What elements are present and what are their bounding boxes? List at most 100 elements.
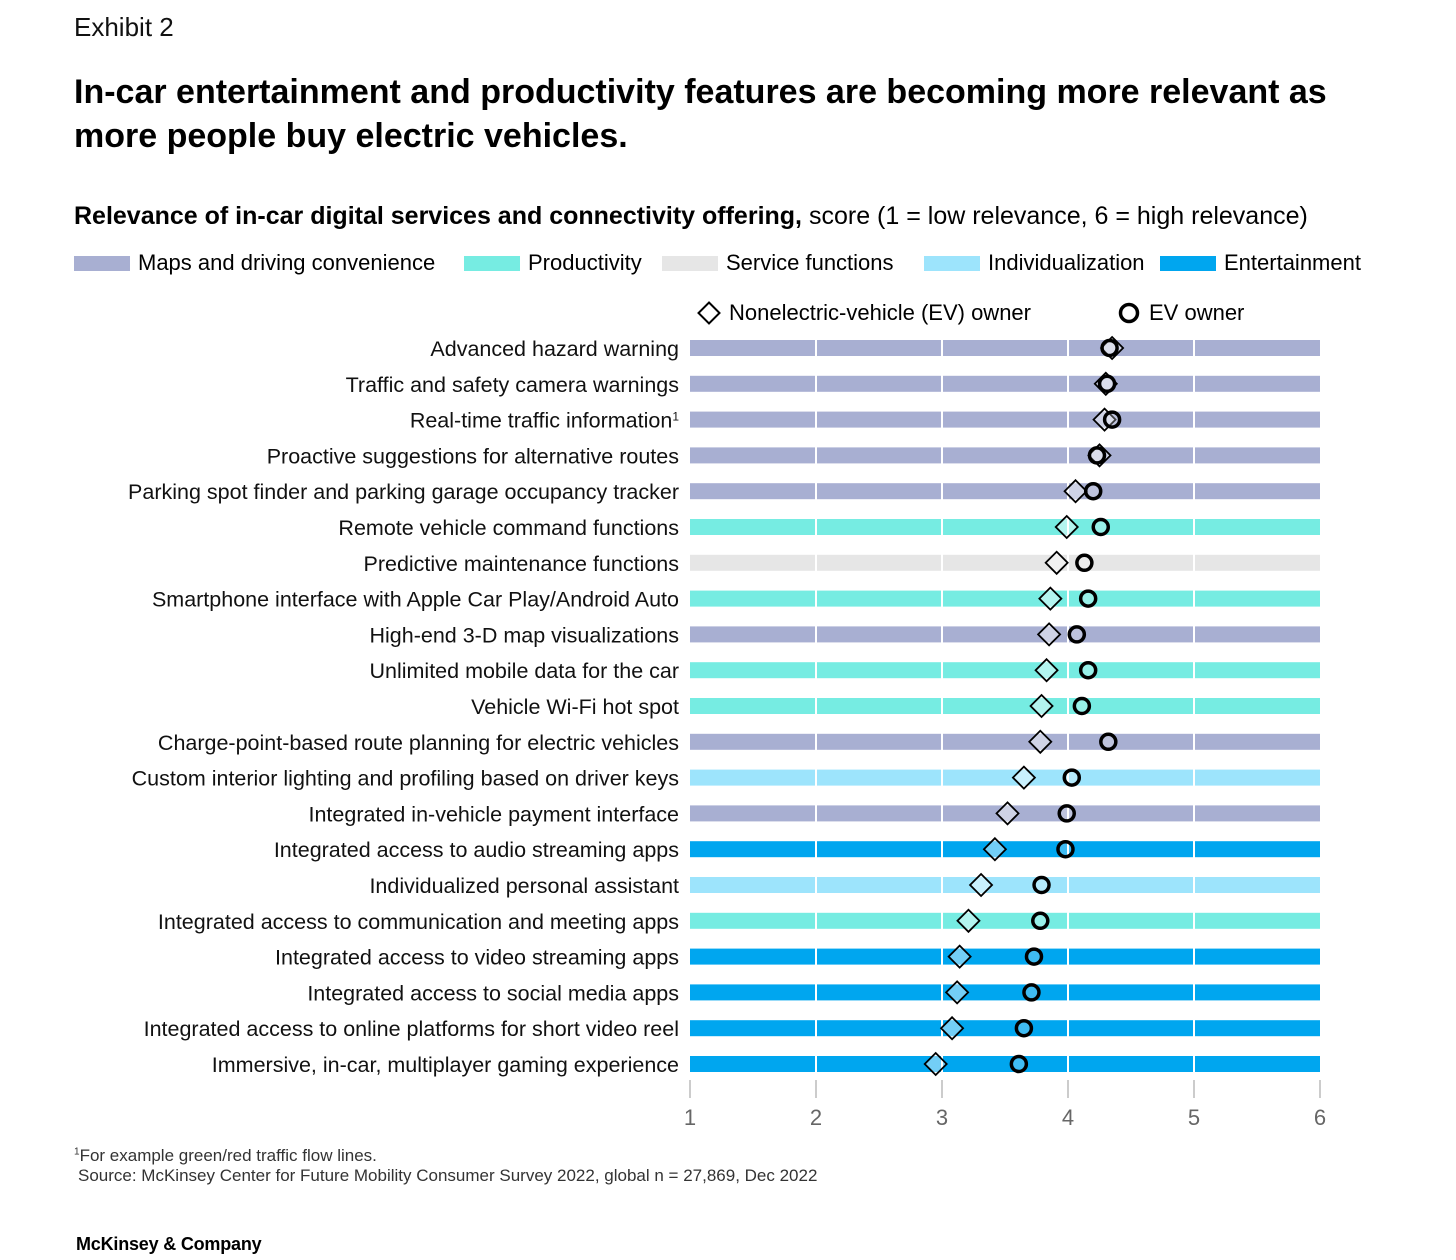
exhibit-label: Exhibit 2 [74, 12, 174, 42]
ev-circle-marker [1022, 983, 1041, 1002]
x-tick-label: 3 [936, 1105, 948, 1130]
legend-swatch-entertainment [1160, 255, 1216, 271]
legend-item-productivity: Productivity [464, 250, 642, 276]
nonev-diamond-marker [1063, 478, 1088, 504]
category-bar [690, 1056, 1320, 1072]
category-bar [690, 447, 1320, 464]
nonev-diamond-marker [968, 872, 994, 898]
subtitle-rest: score (1 = low relevance, 6 = high relev… [802, 202, 1308, 230]
row-label: Real-time traffic information1 [410, 409, 679, 433]
row-label: Individualized personal assistant [369, 874, 679, 898]
ev-circle-marker [1056, 839, 1075, 859]
ev-circle-marker [1091, 517, 1111, 537]
ev-circle-marker [1100, 338, 1119, 358]
nonev-diamond-marker [944, 980, 970, 1005]
ev-circle-marker [1078, 660, 1098, 680]
headline: In-car entertainment and productivity fe… [74, 73, 1327, 155]
row-label: Integrated access to communication and m… [158, 910, 679, 934]
row-label: Advanced hazard warning [430, 337, 679, 361]
x-tick-label: 2 [810, 1105, 822, 1130]
x-tick-label: 5 [1188, 1105, 1200, 1130]
category-bar [690, 769, 1320, 786]
row-label: Custom interior lighting and profiling b… [132, 767, 679, 791]
row-label: High-end 3-D map visualizations [369, 623, 679, 647]
category-bar [690, 590, 1320, 607]
nonev-diamond-marker [1038, 586, 1063, 611]
ev-circle-marker [1087, 446, 1107, 465]
category-bar [690, 948, 1320, 965]
source-note: Source: McKinsey Center for Future Mobil… [78, 1166, 818, 1185]
legend-swatch-productivity [464, 255, 520, 271]
nonev-diamond-marker [1034, 657, 1059, 683]
legend-item-individualization: Individualization [924, 250, 1145, 276]
brand-logo: McKinsey & Company [76, 1234, 262, 1254]
marker-legend-nonev: Nonelectric-vehicle (EV) owner [697, 300, 1031, 326]
ev-circle-marker [1062, 768, 1082, 787]
circle-icon [1118, 302, 1140, 324]
category-bar [690, 698, 1320, 714]
legend-label-maps: Maps and driving convenience [138, 250, 436, 275]
row-label: Charge-point-based route planning for el… [158, 731, 679, 755]
category-bar [690, 805, 1320, 822]
bars-layer [690, 340, 1320, 1072]
nonev-diamond-marker [1028, 729, 1053, 755]
footnote-marker: 1 [74, 1146, 80, 1158]
gridlines-layer [815, 338, 1195, 1074]
legend-swatch-maps [74, 255, 130, 271]
x-tick-label: 6 [1314, 1105, 1326, 1130]
nonev-diamond-marker [1054, 514, 1080, 540]
category-bar [690, 375, 1320, 392]
legend-swatch-service [662, 255, 718, 271]
nonev-diamond-marker [923, 1051, 948, 1077]
legend-item-maps: Maps and driving convenience [74, 250, 435, 276]
legend-label-productivity: Productivity [528, 250, 642, 275]
nonev-diamond-marker [1036, 622, 1062, 647]
nonev-diamond-marker [1029, 693, 1054, 719]
nonev-diamond-marker [947, 944, 972, 969]
dot-plot-chart: Advanced hazard warning Traffic and safet… [128, 335, 1326, 1130]
category-bar [690, 733, 1320, 750]
ev-circle-marker [1024, 947, 1044, 966]
nonev-diamond-marker [1044, 550, 1069, 576]
marker-legend-ev-label: EV owner [1149, 300, 1245, 325]
row-label: Vehicle Wi-Fi hot spot [471, 695, 679, 719]
ev-circle-marker [1014, 1018, 1034, 1038]
nonev-diamond-marker [956, 908, 981, 934]
category-bar [690, 626, 1320, 643]
category-bar [690, 984, 1320, 1001]
subtitle-bold: Relevance of in-car digital services and… [74, 202, 803, 230]
category-bar [690, 411, 1320, 428]
ev-circle-marker [1083, 481, 1103, 501]
markers-layer [923, 335, 1125, 1077]
category-legend: Maps and driving convenience Productivit… [74, 250, 1434, 278]
nonev-diamond-marker [995, 801, 1020, 826]
marker-legend-ev: EV owner [1117, 300, 1244, 326]
ev-circle-marker [1057, 804, 1076, 823]
legend-item-entertainment: Entertainment [1160, 250, 1361, 276]
ev-circle-marker [1099, 732, 1118, 752]
category-bar [690, 519, 1320, 535]
category-bar [690, 554, 1320, 571]
chart-subtitle: Relevance of in-car digital services and… [74, 202, 1308, 231]
ev-circle-marker [1097, 374, 1117, 394]
legend-swatch-individualization [924, 255, 980, 271]
row-label: Traffic and safety camera warnings [346, 373, 679, 397]
row-label: Smartphone interface with Apple Car Play… [152, 588, 679, 612]
row-label: Integrated access to video streaming app… [275, 946, 679, 970]
category-bar [690, 877, 1320, 893]
row-label: Remote vehicle command functions [338, 516, 679, 540]
row-label: Integrated access to audio streaming app… [274, 838, 679, 862]
diamond-icon [697, 301, 721, 325]
ev-circle-marker [1102, 410, 1122, 429]
row-labels-layer: Advanced hazard warning Traffic and safet… [128, 337, 679, 1077]
footnote: 1For example green/red traffic flow line… [74, 1146, 377, 1166]
category-bar [690, 912, 1320, 929]
x-axis: 1 2 3 4 5 6 [684, 1080, 1326, 1130]
x-tick-label: 4 [1062, 1105, 1074, 1130]
legend-label-entertainment: Entertainment [1224, 250, 1361, 275]
ev-circle-marker [1031, 911, 1050, 931]
category-bar [690, 662, 1320, 679]
row-label: Immersive, in-car, multiplayer gaming ex… [212, 1053, 679, 1077]
ev-circle-marker [1032, 875, 1051, 895]
marker-legend-nonev-label: Nonelectric-vehicle (EV) owner [729, 300, 1031, 325]
